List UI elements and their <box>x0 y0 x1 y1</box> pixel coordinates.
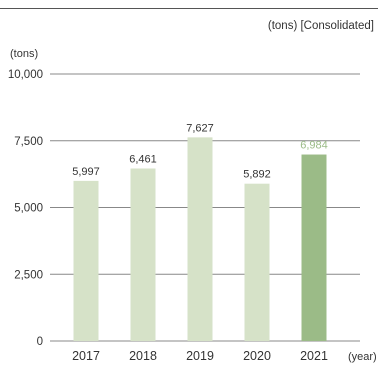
x-tick-label: 2017 <box>72 349 100 363</box>
x-tick-label: 2021 <box>300 349 328 363</box>
bar <box>244 183 270 341</box>
bar <box>73 180 99 341</box>
x-tick-label: 2019 <box>186 349 214 363</box>
unit-note: (tons) [Consolidated] <box>267 20 374 32</box>
bar <box>301 154 327 341</box>
y-unit-label: (tons) <box>10 48 38 60</box>
bar <box>187 137 213 341</box>
data-label: 7,627 <box>186 122 214 134</box>
data-label: 5,997 <box>72 166 100 178</box>
data-label: 5,892 <box>243 169 271 181</box>
data-label: 6,461 <box>129 153 157 165</box>
bar <box>130 168 156 341</box>
data-label: 6,984 <box>300 140 328 152</box>
x-unit-label: (year) <box>348 351 377 363</box>
y-tick-label: 5,000 <box>14 203 43 215</box>
x-tick-label: 2018 <box>129 349 157 363</box>
y-tick-label: 10,000 <box>8 69 43 81</box>
y-tick-label: 7,500 <box>14 136 43 148</box>
top-divider <box>0 8 378 9</box>
y-tick-label: 0 <box>37 336 43 348</box>
y-tick-label: 2,500 <box>14 269 43 281</box>
x-tick-label: 2020 <box>243 349 271 363</box>
